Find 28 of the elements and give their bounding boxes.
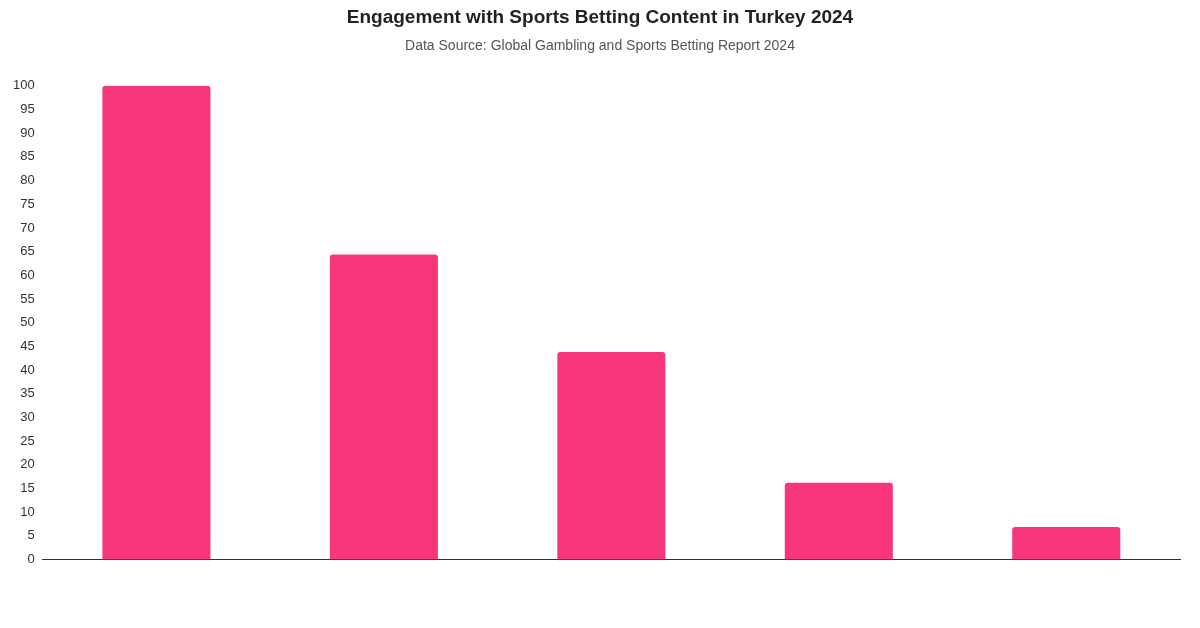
- y-tick-label: 15: [20, 480, 35, 496]
- y-tick-label: 95: [20, 101, 35, 117]
- bar: [102, 85, 211, 560]
- y-tick-label: 90: [20, 124, 35, 140]
- y-tick-label: 35: [20, 385, 35, 401]
- y-tick-label: 100: [12, 77, 35, 93]
- y-tick-label: 0: [27, 551, 35, 567]
- y-tick-label: 40: [20, 361, 35, 377]
- y-tick-label: 70: [20, 219, 35, 235]
- y-tick-label: 75: [20, 195, 35, 211]
- bar: [784, 482, 893, 560]
- chart-subtitle: Data Source: Global Gambling and Sports Betting Report 2024: [404, 37, 796, 53]
- y-tick-label: 60: [20, 266, 35, 282]
- y-tick-label: 25: [20, 432, 35, 448]
- y-tick-label: 20: [20, 456, 35, 472]
- chart-title: Engagement with Sports Betting Content in Turkey 2024: [345, 6, 855, 28]
- bar: [557, 352, 666, 560]
- y-tick-label: 10: [20, 503, 35, 519]
- y-tick-label: 50: [20, 314, 35, 330]
- y-tick-label: 45: [20, 337, 35, 353]
- bar: [329, 254, 438, 560]
- y-tick-label: 85: [20, 148, 35, 164]
- y-tick-label: 80: [20, 172, 35, 188]
- y-tick-label: 30: [20, 409, 35, 425]
- y-tick-label: 5: [27, 527, 35, 543]
- bar: [1012, 526, 1121, 560]
- y-tick-label: 55: [20, 290, 35, 306]
- y-tick-label: 65: [20, 243, 35, 259]
